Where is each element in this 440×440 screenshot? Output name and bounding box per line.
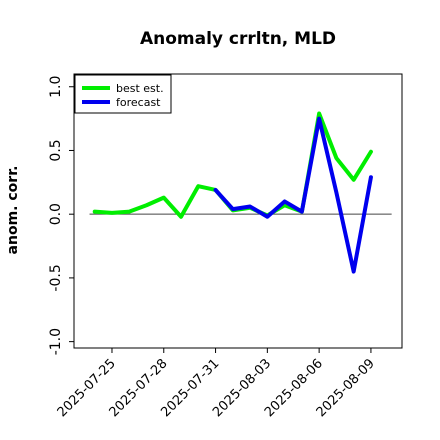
y-tick-label: 0.5 [48, 139, 64, 161]
y-axis-ticks: 1.0 0.5 0.0 -0.5 -1.0 [48, 76, 74, 355]
plot-area-frame [73, 73, 403, 349]
legend-label-best-est: best est. [116, 82, 164, 95]
y-tick-label: -0.5 [48, 264, 64, 291]
y-axis-label: anom. corr. [5, 166, 21, 255]
y-tick-label: -1.0 [48, 328, 64, 355]
y-tick-label: 1.0 [48, 76, 64, 98]
series-lines [92, 111, 373, 274]
series-line-forecast [213, 116, 373, 274]
x-axis-ticks: 2025-07-252025-07-282025-07-312025-08-03… [55, 348, 378, 420]
chart-title: Anomaly crrltn, MLD [140, 29, 336, 49]
legend-box [74, 74, 172, 114]
legend: best est. forecast [74, 74, 172, 114]
legend-label-forecast: forecast [116, 96, 161, 109]
y-tick-label: 0.0 [48, 203, 64, 225]
